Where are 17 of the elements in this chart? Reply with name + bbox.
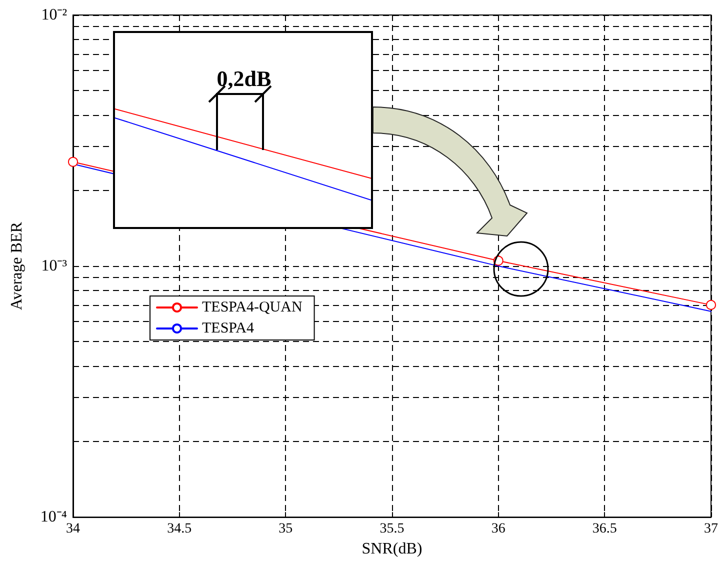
x-tick-label: 34	[66, 522, 80, 537]
x-tick-label: 34.5	[167, 522, 192, 537]
point	[706, 300, 716, 310]
legend-label: TESPA4-QUAN	[202, 300, 302, 316]
legend-label: TESPA4	[202, 320, 254, 336]
x-tick-label: 36	[491, 522, 506, 537]
x-axis-title: SNR(dB)	[362, 540, 422, 558]
point	[68, 156, 78, 167]
y-tick-label: 10⁻²	[41, 6, 68, 24]
annotation: 0,2dB	[216, 66, 272, 91]
x-tick-label: 36.5	[592, 522, 617, 537]
y-axis-title: Average BER	[8, 222, 26, 310]
y-tick-label: 10⁻³	[41, 258, 68, 275]
x-tick-label: 37	[704, 522, 718, 537]
x-tick-label: 35	[278, 522, 293, 537]
x-tick-label: 35.5	[380, 522, 404, 537]
y-tick-label: 10⁻⁴	[40, 508, 68, 526]
